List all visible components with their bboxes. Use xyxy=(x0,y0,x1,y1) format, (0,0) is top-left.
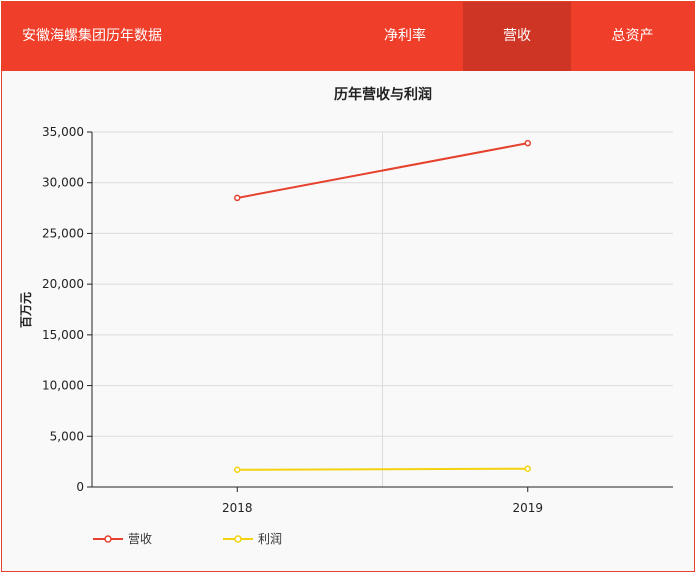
tab-total-assets[interactable]: 总资产 xyxy=(611,28,654,44)
y-tick-label: 20,000 xyxy=(42,277,84,291)
tab-net-margin[interactable]: 净利率 xyxy=(384,28,426,44)
data-point[interactable] xyxy=(524,139,531,147)
legend-revenue-label: 营收 xyxy=(128,532,153,546)
legend-item-profit[interactable]: 利润 xyxy=(222,530,282,547)
tab-revenue[interactable]: 营收 xyxy=(463,2,571,71)
legend-profit-marker xyxy=(223,534,253,543)
data-point[interactable] xyxy=(524,465,531,472)
y-tick-label: 0 xyxy=(76,480,84,494)
legend-revenue-marker xyxy=(93,534,123,543)
data-point[interactable] xyxy=(234,194,241,202)
y-tick-label: 30,000 xyxy=(42,176,84,190)
legend-item-revenue[interactable]: 营收 xyxy=(92,530,152,547)
header-bar: 安徽海螺集团历年数据 净利率 营收 总资产 xyxy=(2,2,694,71)
y-tick-label: 5,000 xyxy=(50,429,84,443)
page-title: 安徽海螺集团历年数据 xyxy=(22,28,162,44)
x-tick-label: 2019 xyxy=(512,501,543,515)
chart-title: 历年营收与利润 xyxy=(334,86,432,103)
y-tick-label: 15,000 xyxy=(42,328,84,342)
y-tick-label: 10,000 xyxy=(42,379,84,393)
y-axis-label: 百万元 xyxy=(19,292,33,328)
x-tick-label: 2018 xyxy=(222,501,253,515)
data-point[interactable] xyxy=(234,466,241,474)
y-tick-label: 35,000 xyxy=(42,125,84,139)
series-line xyxy=(237,142,528,199)
y-tick-label: 25,000 xyxy=(42,226,84,240)
legend-profit-label: 利润 xyxy=(258,532,283,546)
series-line xyxy=(237,467,528,471)
